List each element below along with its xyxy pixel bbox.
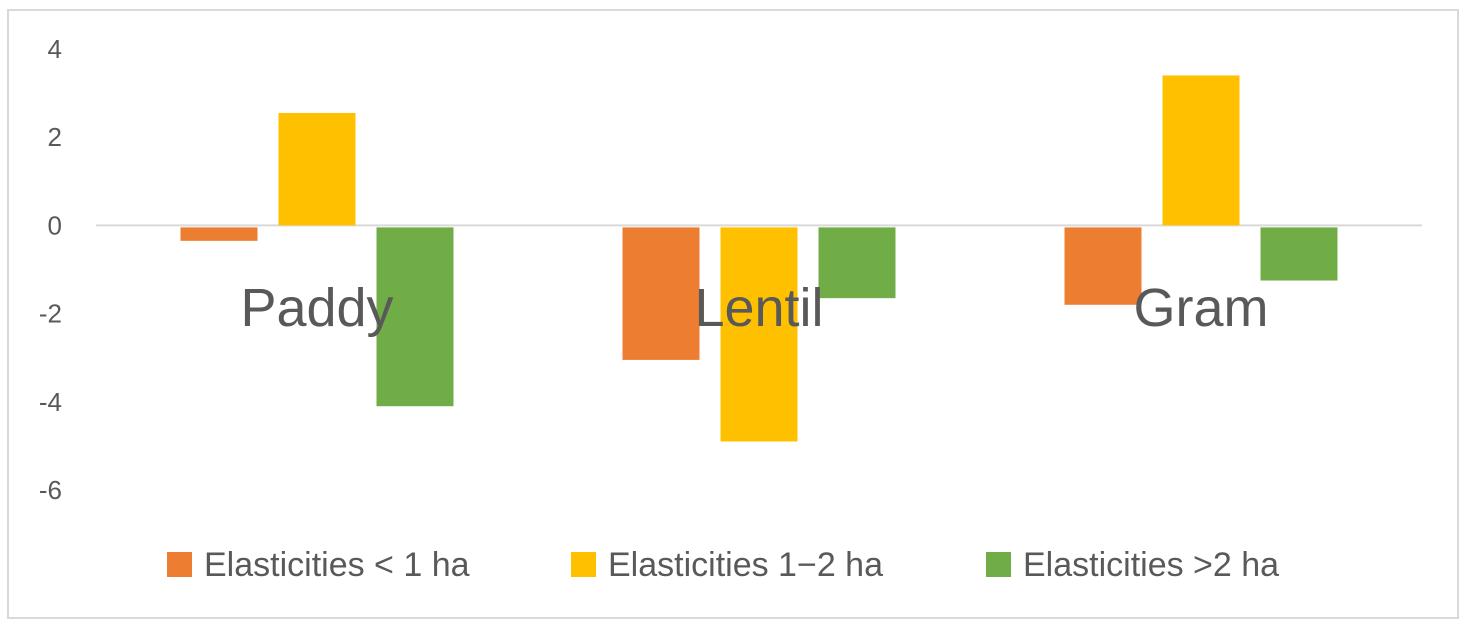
y-tick-label: -4 xyxy=(39,387,62,417)
y-tick-label: -6 xyxy=(39,475,62,505)
category-label-lentil: Lentil xyxy=(694,278,823,338)
bar-paddy-series-2 xyxy=(278,112,356,226)
legend-label-1: Elasticities < 1 ha xyxy=(204,546,470,584)
bar-paddy-series-1 xyxy=(180,227,258,241)
legend-swatch-3 xyxy=(986,552,1011,577)
category-label-gram: Gram xyxy=(1134,278,1269,338)
legend-swatch-1 xyxy=(167,552,192,577)
bar-lentil-series-3 xyxy=(818,227,896,299)
legend-label-3: Elasticities >2 ha xyxy=(1023,546,1279,584)
category-labels: Paddy Lentil Gram xyxy=(240,278,1268,338)
y-axis-tick-labels: 4 2 0 -2 -4 -6 xyxy=(39,34,62,505)
bars-group xyxy=(180,75,1338,442)
legend-swatch-2 xyxy=(571,552,596,577)
bar-gram-series-2 xyxy=(1162,75,1240,226)
bar-paddy-series-3 xyxy=(376,227,454,407)
legend-label-2: Elasticities 1−2 ha xyxy=(608,546,883,584)
bar-lentil-series-2 xyxy=(720,227,798,442)
bar-lentil-series-1 xyxy=(622,227,700,360)
y-tick-label: 2 xyxy=(48,122,62,152)
bar-gram-series-1 xyxy=(1064,227,1142,305)
category-label-paddy: Paddy xyxy=(240,278,393,338)
y-tick-label: 0 xyxy=(48,210,62,240)
y-tick-label: 4 xyxy=(48,34,62,64)
bar-gram-series-3 xyxy=(1260,227,1338,281)
legend: Elasticities < 1 ha Elasticities 1−2 ha El… xyxy=(167,546,1279,584)
y-tick-label: -2 xyxy=(39,299,62,329)
